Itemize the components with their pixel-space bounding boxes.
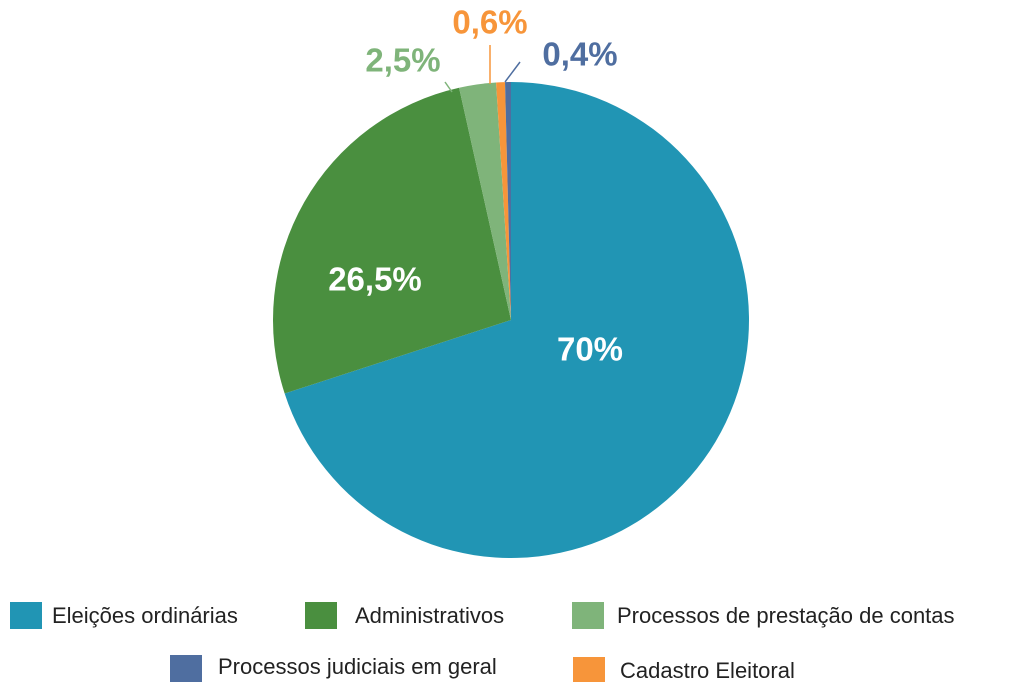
value-label: 26,5% xyxy=(328,261,422,298)
legend-swatch xyxy=(305,602,337,629)
legend-label: Processos de prestação de contas xyxy=(617,603,955,628)
legend-label: Administrativos xyxy=(355,603,504,628)
value-label: 0,4% xyxy=(542,36,617,73)
legend-swatch xyxy=(572,602,604,629)
legend-label: Eleições ordinárias xyxy=(52,603,238,628)
leader-line xyxy=(444,81,453,93)
pie-slice xyxy=(459,82,511,320)
value-label: 2,5% xyxy=(365,42,440,79)
pie-slice xyxy=(496,82,511,320)
pie-slice xyxy=(505,82,511,320)
pie-slice xyxy=(284,82,749,558)
value-label: 0,6% xyxy=(452,4,527,41)
legend-swatch xyxy=(573,657,605,682)
legend-label: Cadastro Eleitoral xyxy=(620,658,795,682)
pie-slice xyxy=(273,87,511,394)
legend-label: Processos judiciais em geral xyxy=(218,654,497,679)
legend-swatch xyxy=(170,655,202,682)
leader-line xyxy=(504,61,521,83)
value-label: 70% xyxy=(557,331,623,368)
legend-swatch xyxy=(10,602,42,629)
